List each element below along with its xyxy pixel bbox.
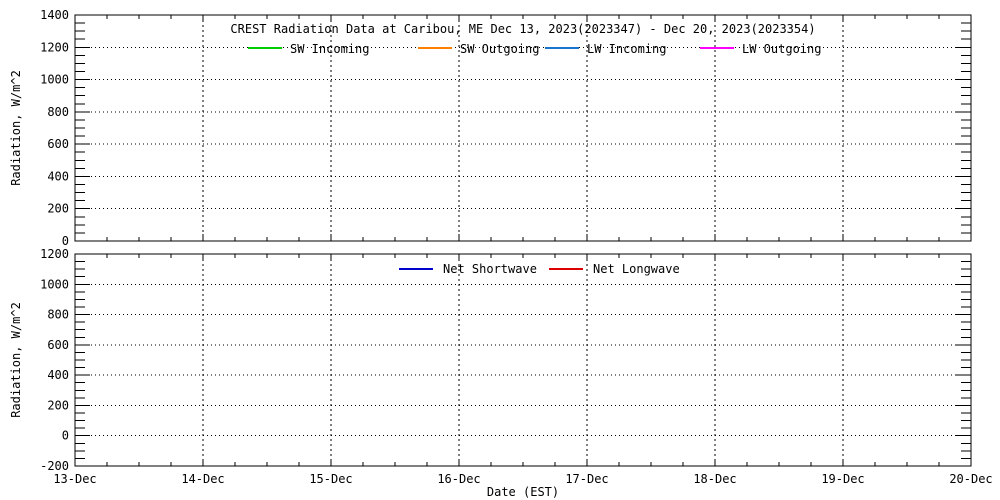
legend-label: SW Outgoing xyxy=(460,42,539,56)
y-tick-label: 1000 xyxy=(40,73,69,87)
x-axis-label: Date (EST) xyxy=(487,485,559,499)
chart-title: CREST Radiation Data at Caribou, ME Dec … xyxy=(230,22,815,36)
y-tick-label: 600 xyxy=(47,338,69,352)
x-tick-label: 20-Dec xyxy=(949,472,992,486)
y-axis-label: Radiation, W/m^2 xyxy=(9,70,23,186)
x-tick-label: 15-Dec xyxy=(309,472,352,486)
y-tick-label: 1400 xyxy=(40,8,69,22)
y-tick-label: 1200 xyxy=(40,40,69,54)
y-tick-label: 400 xyxy=(47,169,69,183)
y-tick-label: 1200 xyxy=(40,247,69,261)
y-tick-label: 1000 xyxy=(40,277,69,291)
y-tick-label: 0 xyxy=(62,429,69,443)
legend-label: Net Shortwave xyxy=(443,262,537,276)
x-tick-label: 17-Dec xyxy=(565,472,608,486)
y-tick-label: 200 xyxy=(47,202,69,216)
legend-label: SW Incoming xyxy=(290,42,369,56)
x-tick-label: 19-Dec xyxy=(821,472,864,486)
y-tick-label: 800 xyxy=(47,105,69,119)
legend-label: Net Longwave xyxy=(593,262,680,276)
x-tick-label: 13-Dec xyxy=(53,472,96,486)
x-tick-label: 14-Dec xyxy=(181,472,224,486)
y-tick-label: -200 xyxy=(40,459,69,473)
legend-label: LW Incoming xyxy=(587,42,666,56)
x-tick-label: 18-Dec xyxy=(693,472,736,486)
x-tick-label: 16-Dec xyxy=(437,472,480,486)
legend-label: LW Outgoing xyxy=(742,42,821,56)
y-tick-label: 200 xyxy=(47,398,69,412)
y-tick-label: 0 xyxy=(62,234,69,248)
y-tick-label: 800 xyxy=(47,308,69,322)
y-tick-label: 400 xyxy=(47,368,69,382)
y-axis-label: Radiation, W/m^2 xyxy=(9,302,23,418)
plot-box xyxy=(74,253,972,467)
y-tick-label: 600 xyxy=(47,137,69,151)
